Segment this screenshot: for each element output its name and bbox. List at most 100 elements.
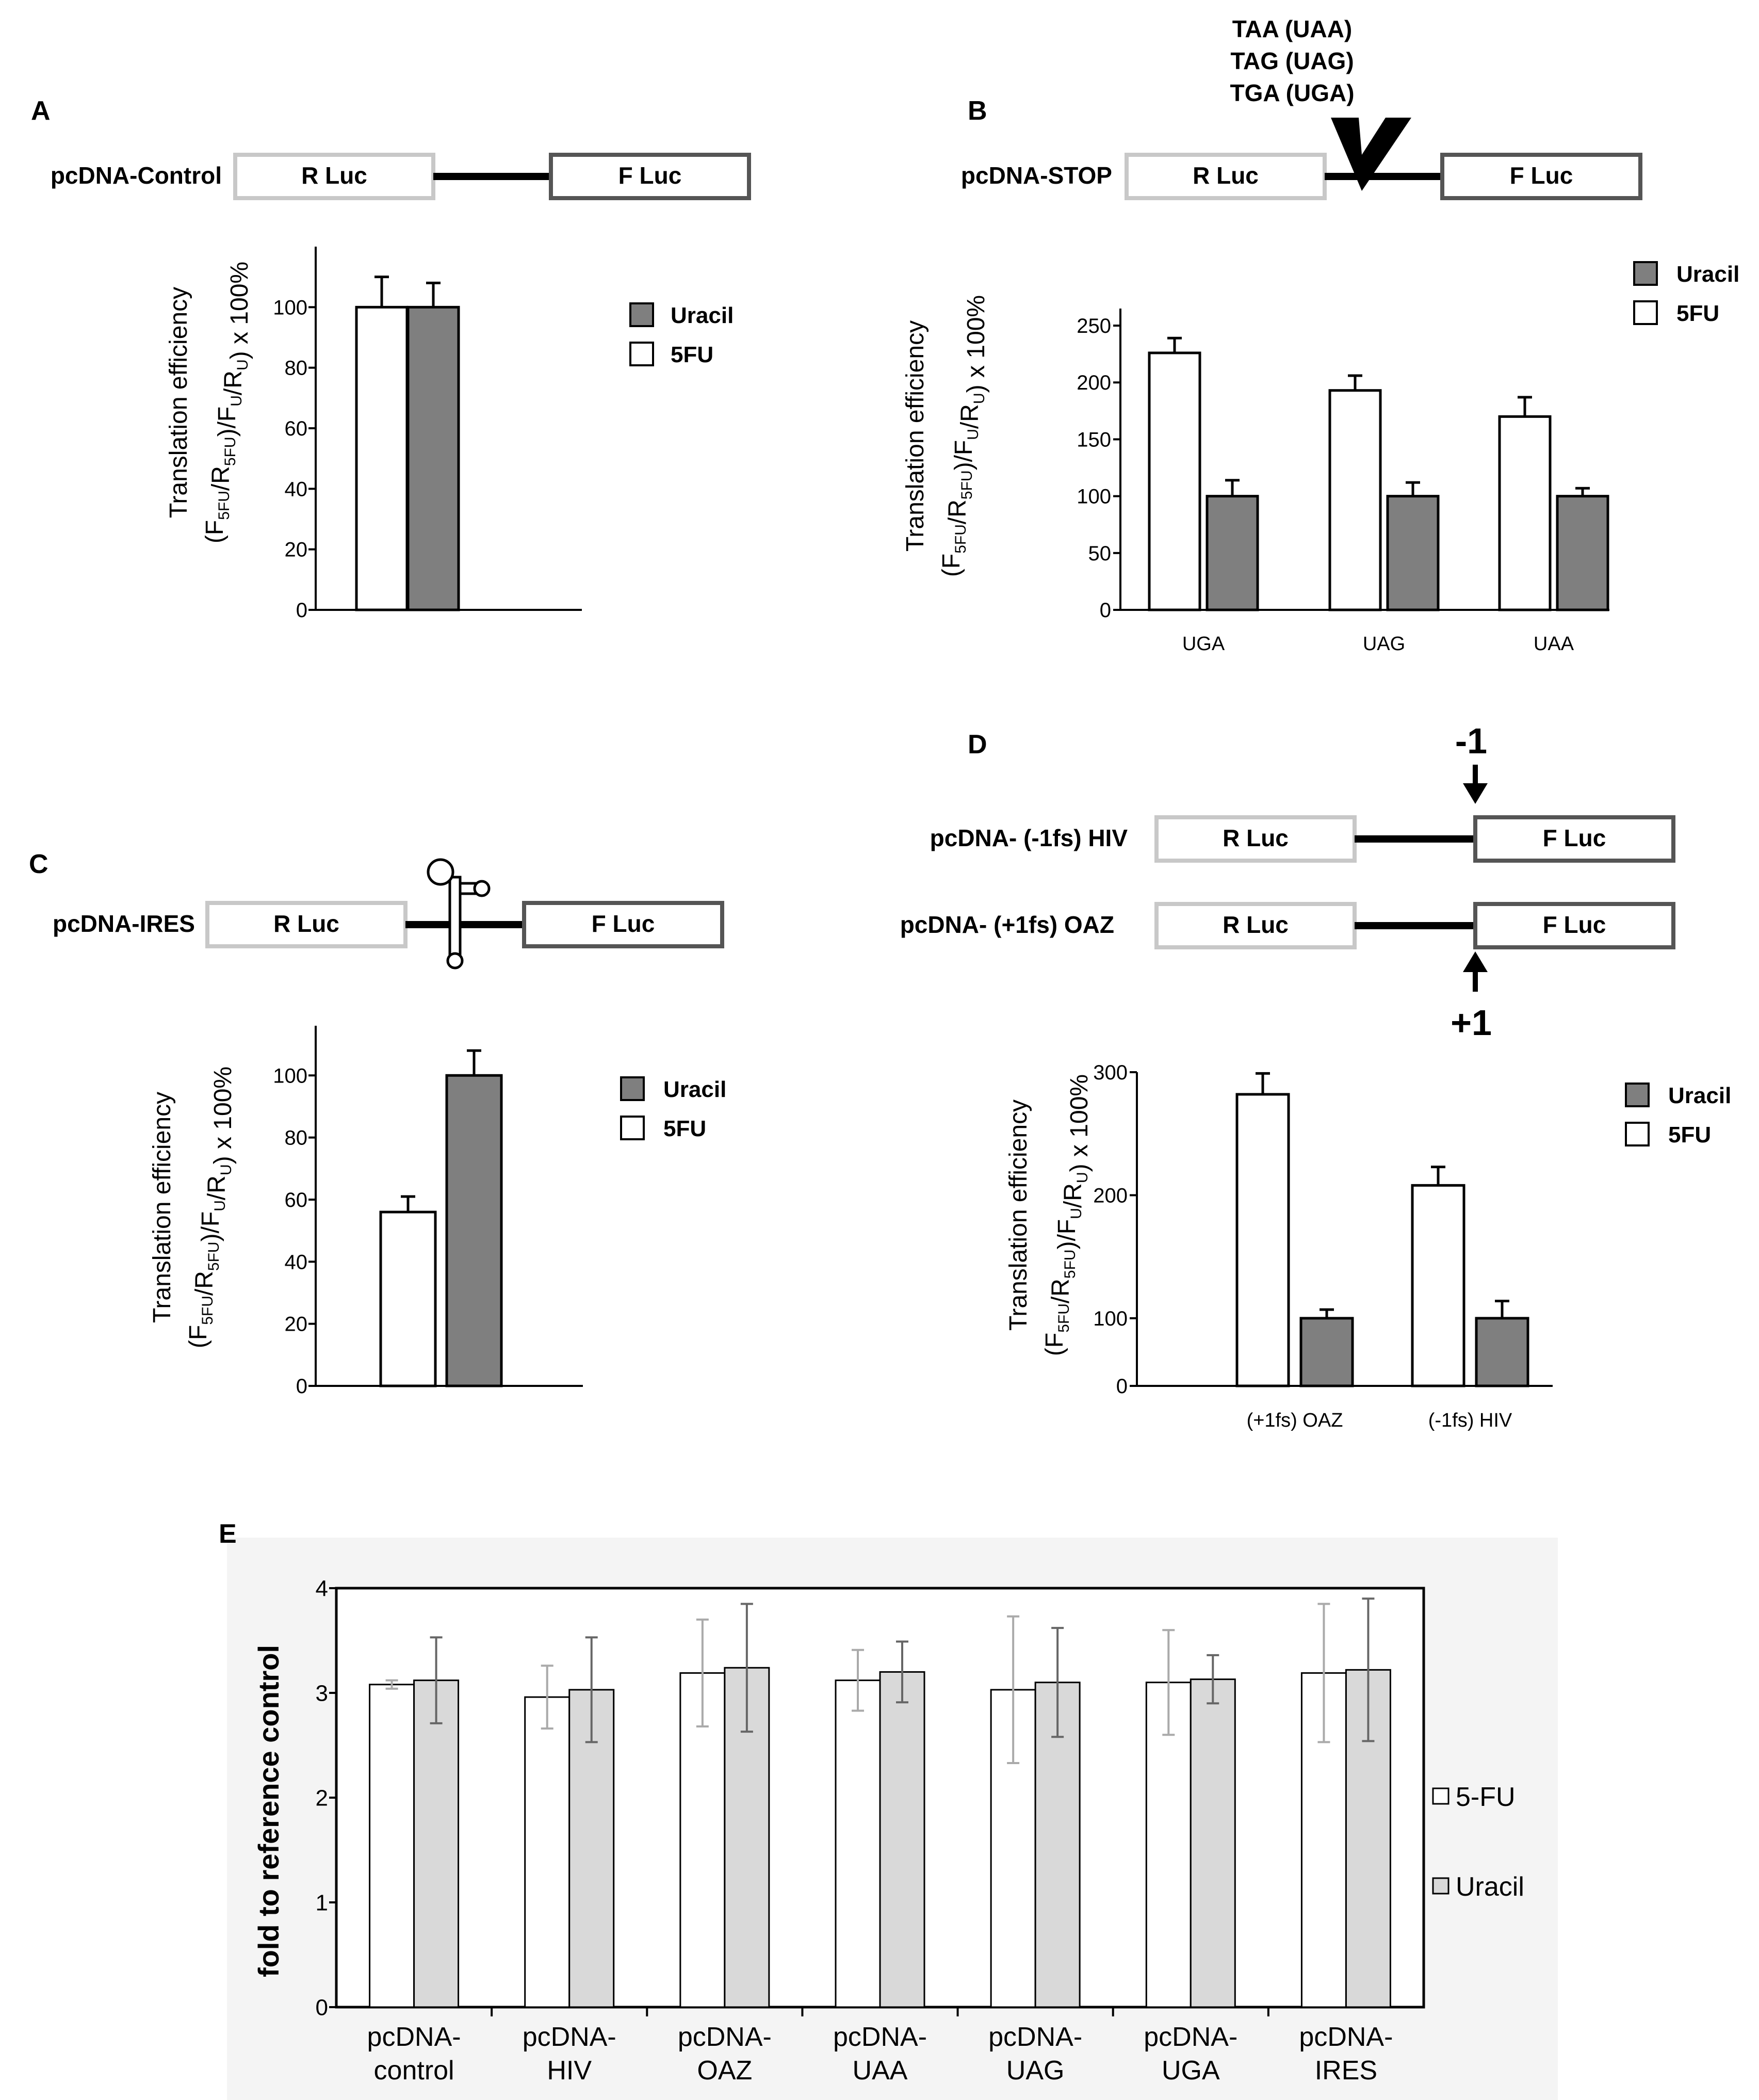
stop-codon-tag: TAG (UAG) [1230, 47, 1354, 74]
frameshift-label-plus1: +1 [1451, 1003, 1492, 1043]
y-tick-label: 100 [1093, 1307, 1128, 1330]
chart-a: 0 20 40 60 80 100 [273, 247, 582, 622]
x-tick-label: OAZ [697, 2056, 752, 2086]
y-axis-label-c-line1: Translation efficiency [149, 1092, 176, 1323]
f-luc-label: F Luc [1510, 162, 1573, 189]
y-tick-label: 250 [1077, 315, 1111, 337]
x-tick-label: pcDNA- [1299, 2022, 1393, 2052]
y-axis-label-a-line2: (F5FU/R5FU)/FU/RU) x 100% [201, 262, 253, 543]
y-tick-label: 1 [316, 1890, 328, 1915]
construct-diagram-stop: R Luc F Luc [1125, 118, 1642, 200]
x-tick-label: pcDNA- [988, 2022, 1082, 2052]
y-tick-label: 3 [316, 1681, 328, 1706]
f-luc-label: F Luc [1543, 911, 1606, 938]
x-tick-label: UAA [853, 2056, 908, 2086]
chart-e: 0 1 2 3 4 pcDNA-control pcDNA- HIV pcDNA- OAZ pcDN… [316, 1576, 1425, 2086]
bar-5fu [1235, 1093, 1290, 1387]
x-tick-label: pcDNA- [523, 2022, 616, 2052]
panel-letter-c: C [29, 849, 48, 879]
legend-d: Uracil 5FU [1625, 1083, 1731, 1148]
legend-swatch-uracil [1432, 1877, 1449, 1895]
construct-name-ires: pcDNA-IRES [53, 910, 195, 937]
legend-swatch-5fu [1432, 1787, 1449, 1805]
y-tick-label: 200 [1093, 1184, 1128, 1207]
y-tick-label: 200 [1077, 371, 1111, 394]
bar-uracil [1475, 1317, 1529, 1387]
bar-uracil [445, 1074, 503, 1387]
chart-b: 0 50 100 150 200 250 UGA UAG UAA [1077, 309, 1609, 655]
stop-insertion-marker [1331, 118, 1411, 191]
panel-letter-e: E [219, 1519, 237, 1549]
y-tick-label: 100 [273, 296, 307, 319]
y-axis-label-c-line2: (F5FU/R5FU)/FU/RU) x 100% [185, 1067, 237, 1348]
x-tick-label: (-1fs) HIV [1428, 1410, 1512, 1431]
y-tick-label: 80 [285, 1127, 308, 1150]
construct-diagram-ires: R Luc F Luc [205, 858, 724, 970]
panel-d: D -1 pcDNA- (-1fs) HIV R Luc F Luc pcDNA… [900, 721, 1732, 1431]
bar-5fu [369, 1684, 415, 2008]
construct-name-hiv: pcDNA- (-1fs) HIV [930, 825, 1128, 851]
x-tick-label: UGA [1162, 2056, 1220, 2086]
y-tick-label: 60 [285, 417, 308, 440]
f-luc-label: F Luc [618, 162, 682, 189]
panel-letter-d: D [968, 730, 987, 760]
y-tick-label: 50 [1088, 542, 1112, 565]
y-tick-label: 300 [1093, 1061, 1128, 1084]
panel-letter-a: A [31, 96, 51, 126]
frameshift-label-minus1: -1 [1455, 721, 1487, 761]
y-axis-label-b-line2: (F5FU/R5FU)/FU/RU) x 100% [938, 295, 990, 577]
legend-a: Uracil 5FU [629, 302, 734, 367]
construct-diagram-hiv: R Luc F Luc [1154, 815, 1675, 863]
y-tick-label: 0 [1100, 599, 1111, 622]
y-axis-label-d-line2: (F5FU/R5FU)/FU/RU) x 100% [1041, 1074, 1093, 1356]
r-luc-box [205, 901, 408, 948]
arrow-down-icon-head [1463, 783, 1488, 804]
construct-diagram-oaz: R Luc F Luc [1154, 902, 1675, 949]
y-tick-label: 4 [316, 1576, 328, 1601]
f-luc-label: F Luc [592, 910, 655, 937]
bar-uracil [1206, 495, 1259, 611]
legend-swatch-uracil [1625, 1083, 1650, 1107]
r-luc-box [1154, 902, 1357, 949]
legend-label-uracil: Uracil [1676, 262, 1739, 287]
y-axis-label-e: fold to reference control [252, 1645, 285, 1977]
f-luc-label: F Luc [1543, 825, 1606, 851]
x-tick-label: UAG [1006, 2056, 1065, 2086]
y-tick-label: 0 [296, 1375, 307, 1398]
bar-5fu [1411, 1184, 1465, 1387]
bar-5fu [1328, 389, 1382, 611]
legend-swatch-uracil [1633, 261, 1658, 286]
legend-c: Uracil 5FU [620, 1076, 726, 1141]
legend-e: 5-FU Uracil [1432, 1782, 1524, 1902]
arrow-up-icon-head [1463, 951, 1488, 972]
r-luc-box [233, 153, 435, 200]
y-tick-label: 100 [273, 1064, 307, 1087]
legend-swatch-5fu [1633, 300, 1658, 325]
legend-swatch-uracil [629, 302, 654, 327]
x-tick-label: (+1fs) OAZ [1247, 1410, 1343, 1431]
bar-uracil [1386, 495, 1440, 611]
y-tick-label: 100 [1077, 486, 1111, 508]
bar-5fu [835, 1679, 881, 2008]
y-tick-label: 60 [285, 1189, 308, 1211]
bar-uracil [879, 1671, 925, 2008]
bar-5fu [1148, 351, 1201, 611]
legend-label-uracil: Uracil [1668, 1083, 1731, 1108]
y-axis-label-b-line1: Translation efficiency [902, 320, 929, 552]
panel-e: E fold to reference control 0 1 2 3 4 pcDNA-c… [219, 1519, 1558, 2100]
construct-name-stop: pcDNA-STOP [961, 162, 1112, 189]
ires-stem-loop-icon [427, 858, 491, 970]
panel-letter-b: B [968, 96, 987, 126]
legend-swatch-5fu [1625, 1122, 1650, 1146]
y-tick-label: 20 [285, 539, 308, 561]
r-luc-label: R Luc [301, 162, 367, 189]
legend-label-uracil: Uracil [671, 303, 734, 328]
bar-uracil [413, 1679, 460, 2008]
x-tick-label: UAA [1534, 633, 1574, 655]
r-luc-box [1154, 815, 1357, 863]
legend-swatch-5fu [629, 342, 654, 366]
legend-label-uracil: Uracil [1456, 1872, 1524, 1902]
f-luc-box [1473, 902, 1675, 949]
x-tick-label: pcDNA- [367, 2022, 461, 2052]
